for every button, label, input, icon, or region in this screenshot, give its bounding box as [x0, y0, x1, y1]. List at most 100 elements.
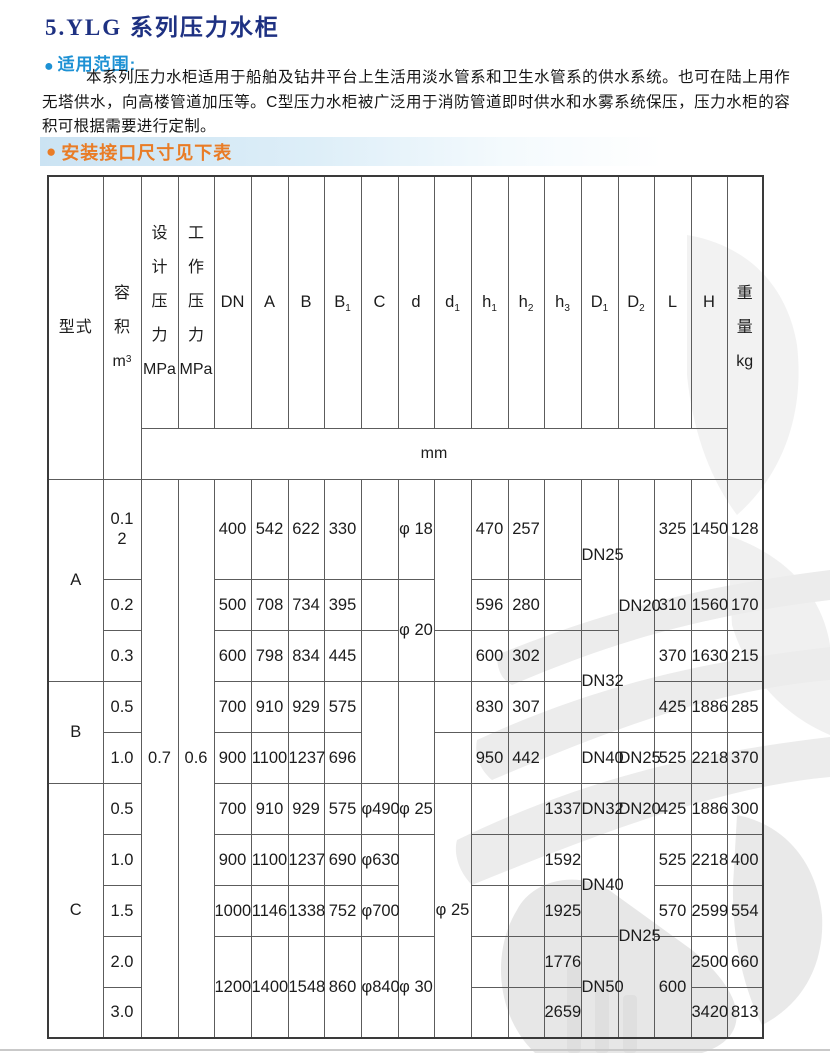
table-cell: 600 [213, 629, 252, 682]
table-cell: 1200 [213, 935, 252, 1039]
col-header-dim: L [653, 175, 692, 429]
table-cell: 525 [653, 731, 692, 784]
table-cell: 1886 [690, 680, 728, 733]
table-cell [507, 935, 545, 988]
table-cell: 3.0 [102, 986, 142, 1039]
table-cell: 395 [323, 578, 362, 631]
table-cell: 215 [726, 629, 764, 682]
table-cell: 1237 [287, 731, 325, 784]
table-cell: 1.5 [102, 884, 142, 937]
table-cell [360, 478, 399, 580]
table-cell: 285 [726, 680, 764, 733]
table-row: A 0.1 2 0.7 0.6 400 542 622 330 φ 18 470 257 DN25 DN2… [47, 478, 764, 1039]
table-cell: C [47, 782, 104, 1039]
table-cell: 1237 [287, 833, 325, 886]
table-cell: 0.2 [102, 578, 142, 631]
table-cell: 1000 [213, 884, 252, 937]
table-cell [433, 731, 472, 784]
table-cell: A [47, 478, 104, 682]
scope-heading: ● 适用范围: [44, 50, 136, 76]
table-cell: DN25 [580, 478, 624, 631]
table-cell: 900 [213, 833, 252, 886]
table-cell [360, 629, 399, 682]
table-cell: 128 [726, 478, 764, 580]
table-cell: 170 [726, 578, 764, 631]
scope-paragraph: 本系列压力水柜适用于船舶及钻井平台上生活用淡水管系和卫生水管系的供水系统。也可在… [42, 69, 790, 135]
table-cell: 929 [287, 680, 325, 733]
table-cell [397, 680, 435, 784]
table-cell: 257 [507, 478, 545, 580]
table-cell: 2599 [690, 884, 728, 937]
table-cell: 442 [507, 731, 545, 784]
table-cell: 0.5 [102, 782, 142, 835]
table-cell: 798 [250, 629, 289, 682]
table-cell: DN50 [580, 935, 624, 1039]
table-cell: 400 [213, 478, 252, 580]
table-cell: 950 [470, 731, 509, 784]
table-cell: 425 [653, 782, 692, 835]
table-cell [507, 833, 545, 886]
table-cell: φ 20 [397, 578, 435, 682]
table-cell: 1776 [543, 935, 582, 988]
col-header-dim: d [397, 175, 435, 429]
col-header-dim: A [250, 175, 289, 429]
table-cell: DN40 [580, 833, 624, 937]
table-cell: 1338 [287, 884, 325, 937]
table-cell: 1450 [690, 478, 728, 580]
table-cell: 860 [323, 935, 362, 1039]
table-cell: 696 [323, 731, 362, 784]
table-cell [470, 986, 509, 1039]
table-cell: 0.7 [140, 478, 179, 1039]
table-cell [397, 833, 435, 937]
table-cell: 325 [653, 478, 692, 580]
table-cell: φ 30 [397, 935, 435, 1039]
col-header-dim: DN [213, 175, 252, 429]
table-cell: 834 [287, 629, 325, 682]
table-cell: 600 [470, 629, 509, 682]
table-cell [543, 680, 582, 733]
table-cell: 0.1 2 [102, 478, 142, 580]
table-cell: 708 [250, 578, 289, 631]
table-cell: 1886 [690, 782, 728, 835]
table-cell [470, 884, 509, 937]
table-cell: 910 [250, 782, 289, 835]
table-cell: DN20 [617, 478, 661, 733]
table-cell: 752 [323, 884, 362, 937]
table-cell: 900 [213, 731, 252, 784]
table-cell: 660 [726, 935, 764, 988]
col-header-dim: h2 [507, 175, 545, 429]
table-cell: 1146 [250, 884, 289, 937]
table-cell [507, 782, 545, 835]
table-cell: φ 25 [433, 782, 472, 1039]
col-header-dim: h3 [543, 175, 582, 429]
table-cell: 575 [323, 680, 362, 733]
table-cell: B [47, 680, 104, 784]
table-cell [433, 680, 472, 733]
table-cell: 929 [287, 782, 325, 835]
section-bullet-icon: ● [46, 141, 58, 161]
table-cell: 470 [470, 478, 509, 580]
table-cell: DN32 [580, 629, 624, 733]
page-bottom-edge [0, 1049, 830, 1051]
table-cell [543, 478, 582, 580]
table-cell [507, 986, 545, 1039]
table-cell [470, 935, 509, 988]
scope-bullet-icon: ● [44, 58, 55, 75]
table-cell: 1.0 [102, 731, 142, 784]
col-header-working-pressure: 工作压力 MPa [177, 175, 215, 429]
table-cell [543, 731, 582, 784]
table-cell [433, 629, 472, 682]
table-cell: 310 [653, 578, 692, 631]
col-header-dim: H [690, 175, 728, 429]
table-cell [360, 578, 399, 631]
table-cell: 2500 [690, 935, 728, 988]
table-cell: 330 [323, 478, 362, 580]
table-cell: 302 [507, 629, 545, 682]
col-header-dim: B [287, 175, 325, 429]
table-cell: 1630 [690, 629, 728, 682]
col-header-volume: 容积 m3 [102, 175, 142, 480]
table-cell: φ840 [360, 935, 400, 1039]
table-cell: 0.5 [102, 680, 142, 733]
unit-row-cell: mm [140, 427, 728, 480]
page-title: 5.YLG 系列压力水柜 [45, 15, 280, 40]
